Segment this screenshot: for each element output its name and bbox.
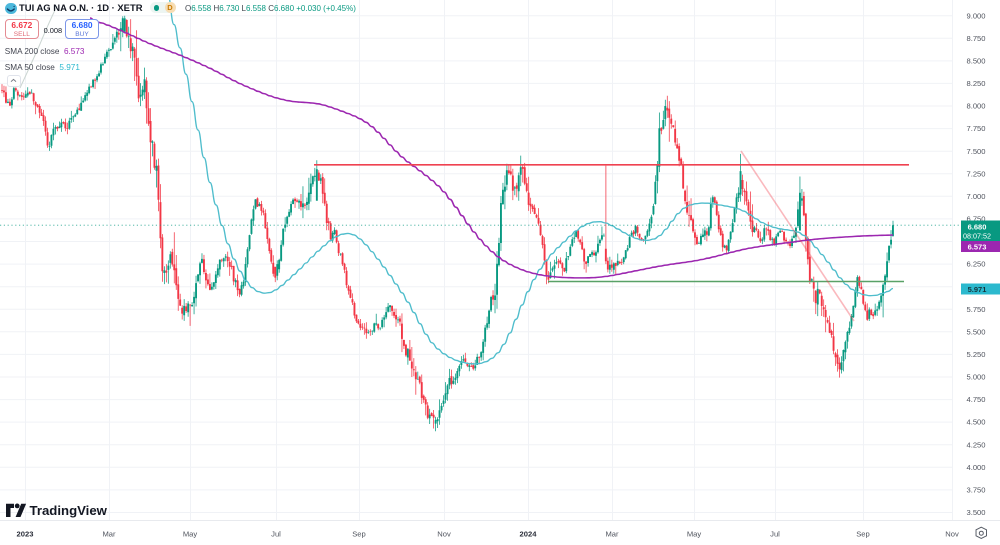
svg-text:6.750: 6.750 [966, 215, 985, 224]
svg-text:6.680: 6.680 [968, 223, 987, 232]
svg-text:8.000: 8.000 [966, 102, 985, 111]
svg-text:5.500: 5.500 [966, 327, 985, 336]
svg-text:7.250: 7.250 [966, 169, 985, 178]
svg-text:9.000: 9.000 [966, 11, 985, 20]
svg-text:5.000: 5.000 [966, 373, 985, 382]
svg-text:4.500: 4.500 [966, 418, 985, 427]
svg-text:6.250: 6.250 [966, 260, 985, 269]
svg-text:4.250: 4.250 [966, 440, 985, 449]
svg-text:TradingView: TradingView [30, 503, 108, 518]
svg-text:8.500: 8.500 [966, 57, 985, 66]
svg-text:8.750: 8.750 [966, 34, 985, 43]
svg-text:Mar: Mar [605, 530, 619, 539]
svg-text:4.000: 4.000 [966, 463, 985, 472]
svg-text:7.000: 7.000 [966, 192, 985, 201]
svg-text:5.250: 5.250 [966, 350, 985, 359]
svg-text:7.750: 7.750 [966, 124, 985, 133]
svg-text:08:07:52: 08:07:52 [963, 231, 991, 240]
svg-text:Sep: Sep [352, 530, 366, 539]
svg-text:7.500: 7.500 [966, 147, 985, 156]
svg-text:Nov: Nov [437, 530, 451, 539]
svg-text:2024: 2024 [520, 530, 538, 539]
svg-text:Jul: Jul [271, 530, 281, 539]
svg-text:May: May [687, 530, 702, 539]
svg-text:May: May [183, 530, 198, 539]
svg-text:3.750: 3.750 [966, 486, 985, 495]
svg-text:2023: 2023 [17, 530, 34, 539]
svg-text:Jul: Jul [770, 530, 780, 539]
svg-text:Sep: Sep [856, 530, 870, 539]
svg-text:6.573: 6.573 [968, 242, 987, 251]
svg-text:3.500: 3.500 [966, 508, 985, 517]
svg-text:Nov: Nov [945, 530, 959, 539]
svg-text:5.971: 5.971 [968, 285, 987, 294]
svg-text:4.750: 4.750 [966, 395, 985, 404]
svg-text:5.750: 5.750 [966, 305, 985, 314]
svg-text:Mar: Mar [102, 530, 116, 539]
svg-text:8.250: 8.250 [966, 79, 985, 88]
